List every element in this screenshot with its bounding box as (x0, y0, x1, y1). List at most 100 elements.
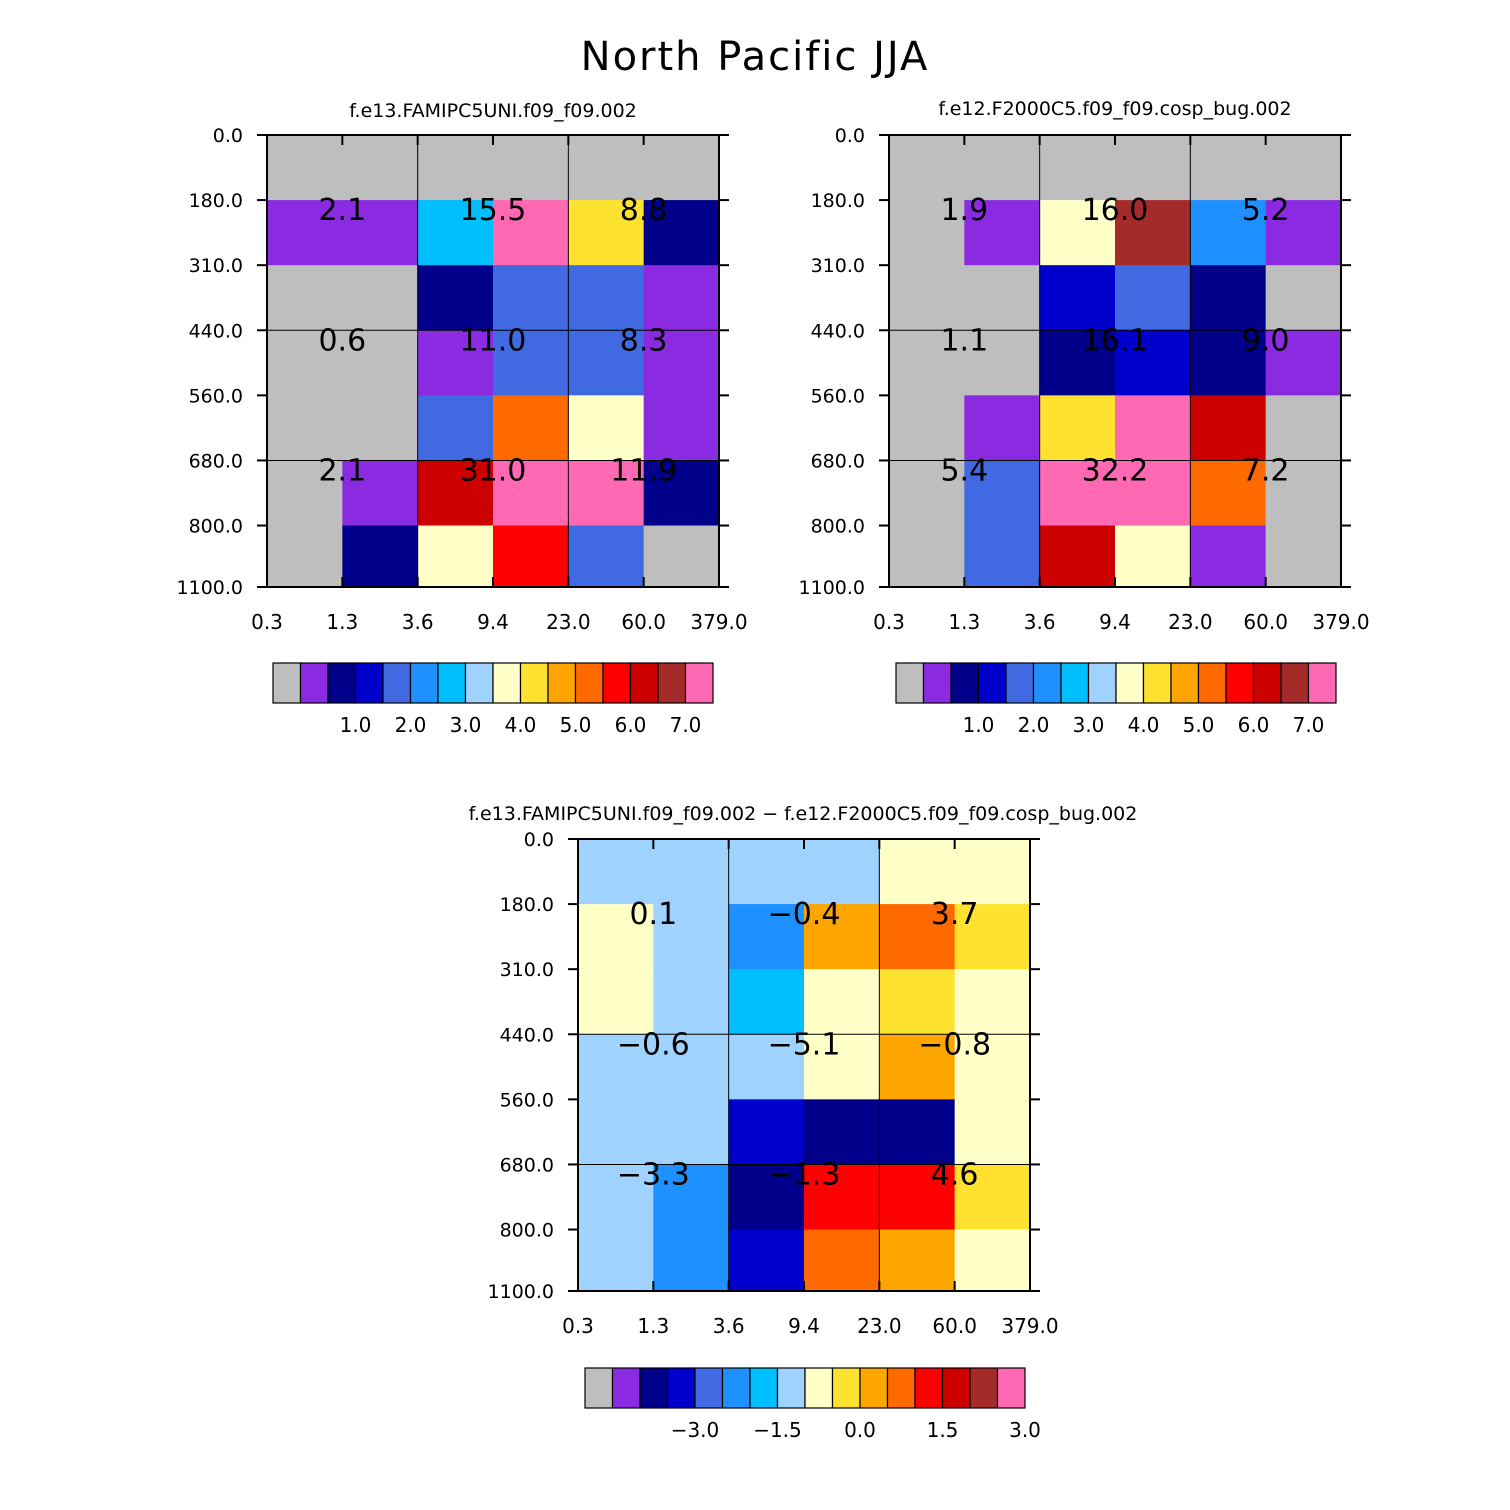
heatmap-cell (804, 1164, 880, 1231)
heatmap-cell (417, 525, 494, 588)
heatmap-cell (1190, 135, 1267, 201)
heatmap-cell (964, 265, 1041, 331)
plot-p3: 0.3 1.3 3.6 9.4 23.0 60.0 379.0 0.0 180.0 310.0 44… (488, 829, 1059, 1338)
heatmap-cell (889, 135, 965, 201)
heatmap-cell (1115, 330, 1191, 396)
y-tick-label: 0.0 (524, 829, 554, 851)
colorbar-label: 2.0 (1018, 713, 1050, 737)
colorbar-label: 1.5 (927, 1418, 959, 1442)
x-tick-label: 23.0 (546, 610, 591, 634)
colorbar-label: 3.0 (1009, 1418, 1041, 1442)
block-value-label: 9.0 (1242, 323, 1290, 358)
heatmap-cell (342, 395, 419, 461)
colorbar-swatch (941, 1367, 971, 1409)
heatmap-cell (889, 265, 965, 331)
heatmap-cell (804, 1034, 880, 1100)
x-tick-label: 1.3 (948, 610, 980, 634)
colorbar-label: 7.0 (670, 713, 702, 737)
colorbar-label: 4.0 (505, 713, 537, 737)
x-tick-label: 3.6 (713, 1314, 745, 1338)
y-tick-label: 560.0 (189, 385, 243, 407)
colorbar-label: 3.0 (450, 713, 482, 737)
heatmap-cell (578, 839, 654, 905)
block-value-label: −3.3 (617, 1157, 690, 1192)
heatmap-cell (889, 395, 965, 461)
heatmap-cell (493, 330, 569, 396)
block-value-label: 11.9 (610, 453, 677, 488)
heatmap-cell (417, 330, 494, 396)
heatmap-cell (643, 525, 720, 588)
colorbar-label: 7.0 (1293, 713, 1325, 737)
colorbar-swatch (1087, 662, 1117, 704)
heatmap-cell (267, 460, 343, 527)
x-tick-label: 379.0 (1001, 1314, 1058, 1338)
heatmap-cell (578, 1099, 654, 1165)
x-tick-label: 0.3 (251, 610, 283, 634)
x-tick-label: 3.6 (1024, 610, 1056, 634)
heatmap-cell (879, 1099, 956, 1165)
colorbar-label: 1.0 (963, 713, 995, 737)
y-tick-label: 800.0 (811, 516, 865, 538)
heatmap-cell (417, 460, 494, 527)
heatmap-cell (1265, 200, 1342, 266)
colorbar-swatch (299, 662, 329, 704)
colorbar-label: 0.0 (844, 1418, 876, 1442)
block-value-label: 15.5 (460, 193, 527, 228)
colorbar-swatch (1032, 662, 1062, 704)
heatmap-cell (417, 200, 494, 266)
x-tick-label: 1.3 (637, 1314, 669, 1338)
heatmap-cell (1115, 525, 1191, 588)
colorbar-swatch (950, 662, 980, 704)
block-value-label: −0.4 (768, 897, 841, 932)
heatmap-cell (493, 525, 569, 588)
colorbar-swatch (1170, 662, 1200, 704)
colorbar-p2: 1.0 2.0 3.0 4.0 5.0 6.0 7.0 (895, 662, 1337, 737)
heatmap-cell (804, 904, 880, 970)
heatmap-cell (342, 265, 419, 331)
heatmap-cell (954, 969, 1031, 1035)
heatmap-cell (804, 1229, 880, 1292)
colorbar-label: 6.0 (615, 713, 647, 737)
y-tick-label: 310.0 (811, 255, 865, 277)
heatmap-cell (804, 969, 880, 1035)
colorbar-swatch (1225, 662, 1255, 704)
heatmap-cell (879, 904, 956, 970)
heatmap-cell (879, 1034, 956, 1100)
heatmap-cell (1039, 330, 1116, 396)
colorbar-label: 3.0 (1073, 713, 1105, 737)
heatmap-cell (643, 330, 720, 396)
heatmap-cell (643, 395, 720, 461)
colorbar-label: −3.0 (671, 1418, 720, 1442)
heatmap-cell (1115, 135, 1191, 201)
heatmap-cell (643, 200, 720, 266)
plot-p2: 0.3 1.3 3.6 9.4 23.0 60.0 379.0 0.0 180.0 310.0 44… (799, 125, 1370, 634)
heatmap-cell (728, 1034, 805, 1100)
colorbar-label: 5.0 (1183, 713, 1215, 737)
colorbar-label: 4.0 (1128, 713, 1160, 737)
block-value-label: 16.1 (1082, 323, 1149, 358)
colorbar-swatch (602, 662, 632, 704)
colorbar-swatch (1307, 662, 1337, 704)
block-value-label: 0.1 (629, 897, 677, 932)
plot-p1: 0.3 1.3 3.6 9.4 23.0 60.0 379.0 0.0 180.0 310.0 44… (177, 125, 748, 634)
colorbar-swatch (996, 1367, 1026, 1409)
colorbar-swatch (804, 1367, 834, 1409)
heatmap-cell (804, 1099, 880, 1165)
colorbar-label: 2.0 (395, 713, 427, 737)
heatmap-cell (267, 395, 343, 461)
colorbar-swatch (721, 1367, 751, 1409)
block-value-label: 8.8 (620, 193, 668, 228)
colorbar-swatch (354, 662, 384, 704)
block-value-label: 16.0 (1082, 193, 1149, 228)
x-tick-label: 60.0 (1243, 610, 1288, 634)
heatmap-cell (653, 904, 730, 970)
heatmap-cell (954, 1229, 1031, 1292)
heatmap-cell (804, 839, 880, 905)
heatmap-cell (653, 1099, 730, 1165)
panel-title-p2: f.e12.F2000C5.f09_f09.cosp_bug.002 (938, 98, 1291, 120)
heatmap-cell (889, 330, 965, 396)
heatmap-cell (493, 265, 569, 331)
heatmap-cell (889, 525, 965, 588)
heatmap-cell (493, 460, 569, 527)
heatmap-cell (568, 460, 645, 527)
